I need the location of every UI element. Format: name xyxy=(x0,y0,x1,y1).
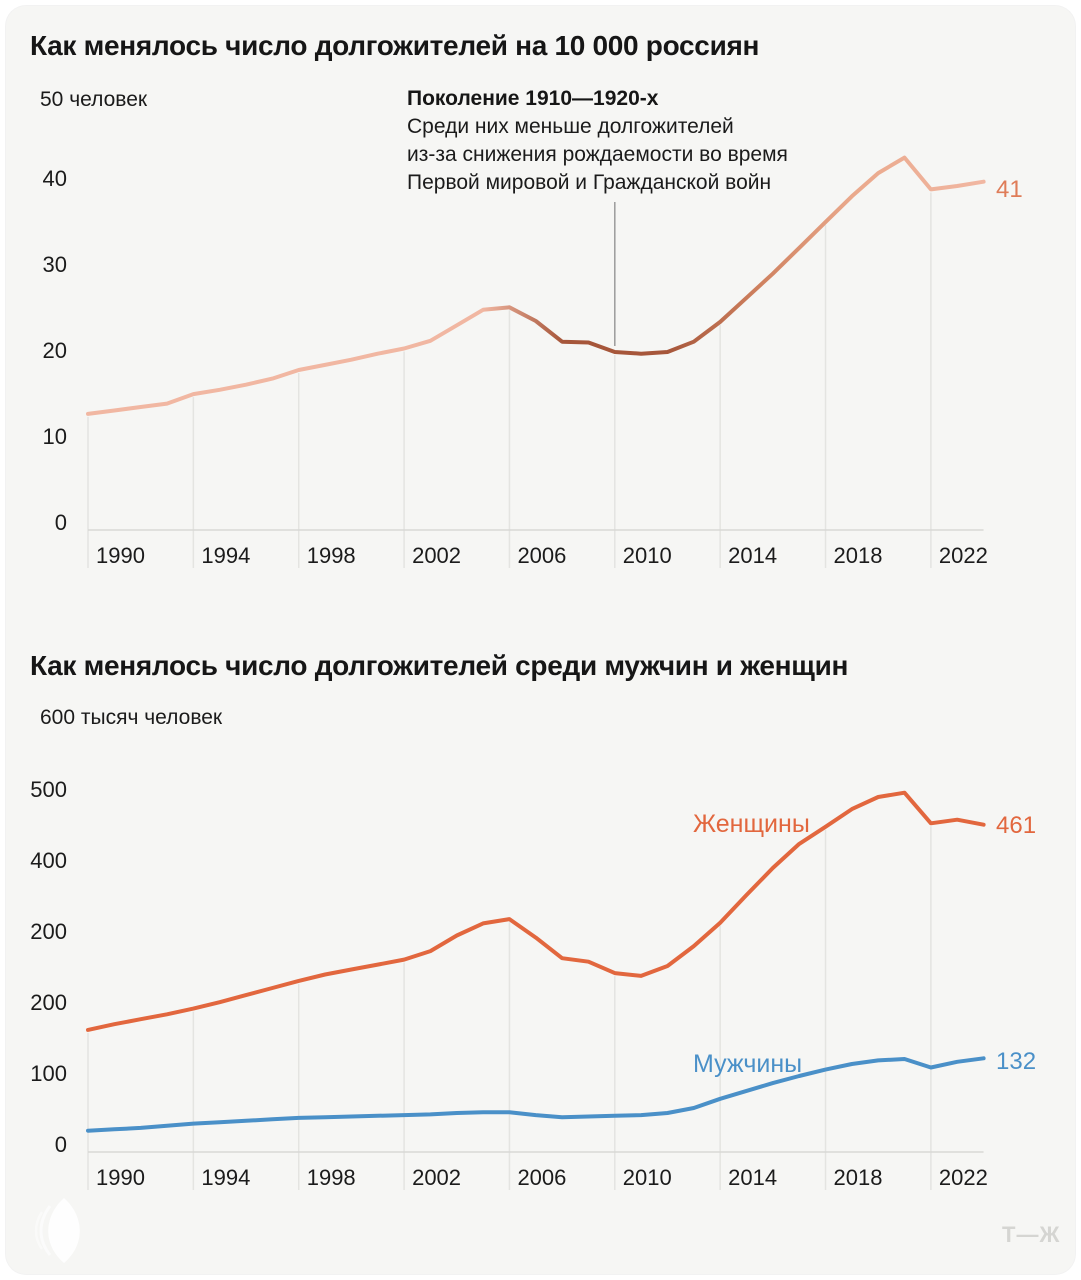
legend-men-label: Мужчины xyxy=(693,1050,803,1078)
x-axis-tick-label: 2002 xyxy=(412,1165,462,1190)
chart1-annotation-text-line: Среди них меньше долгожителей xyxy=(407,115,734,138)
chart1-annotation-text-line: Первой мировой и Гражданской войн xyxy=(407,171,772,194)
x-axis-tick-label: 2006 xyxy=(517,1165,567,1190)
x-axis-tick-label: 1994 xyxy=(201,1165,251,1190)
x-axis-tick-label: 2022 xyxy=(938,543,988,568)
chart1-end-value-label: 41 xyxy=(996,176,1023,203)
y-axis-tick-label: 200 xyxy=(30,990,67,1015)
x-axis-tick-label: 2010 xyxy=(622,1165,672,1190)
y-axis-tick-label: 0 xyxy=(54,1132,67,1157)
x-axis-tick-label: 2018 xyxy=(833,1165,883,1190)
x-axis-tick-label: 2002 xyxy=(412,543,462,568)
x-axis-tick-label: 1998 xyxy=(306,1165,356,1190)
y-axis-tick-label: 400 xyxy=(30,848,67,873)
x-axis-tick-label: 1990 xyxy=(96,543,145,568)
x-axis-tick-label: 2014 xyxy=(728,543,778,568)
legend-women-label: Женщины xyxy=(693,810,810,838)
chart2-title: Как менялось число долгожителей среди му… xyxy=(30,650,849,681)
y-axis-tick-label: 100 xyxy=(30,1061,67,1086)
x-axis-tick-label: 2018 xyxy=(833,543,883,568)
chart2-line-2 xyxy=(86,1056,986,1133)
x-axis-tick-label: 2010 xyxy=(622,543,672,568)
chart1-annotation-text-line: из-за снижения рождаемости во время xyxy=(407,143,788,166)
x-axis-tick-label: 1998 xyxy=(306,543,356,568)
chart2-women-end-value-label: 461 xyxy=(996,812,1037,839)
chart2-men-end-value-label: 132 xyxy=(996,1048,1037,1075)
chart2-y-axis-unit-label: 600 тысяч человек xyxy=(40,706,223,729)
chart1-annotation: Поколение 1910—1920-х Среди них меньше д… xyxy=(407,85,788,197)
infographic-card: Как менялось число долгожителей на 10 00… xyxy=(6,6,1075,1274)
y-axis-tick-label: 40 xyxy=(42,166,67,191)
y-axis-tick-label: 10 xyxy=(42,424,67,449)
y-axis-tick-label: 200 xyxy=(30,919,67,944)
chart1-annotation-title: Поколение 1910—1920-х xyxy=(407,87,659,110)
x-axis-tick-label: 2006 xyxy=(517,543,567,568)
y-axis-tick-label: 0 xyxy=(54,510,67,535)
watermark-icon xyxy=(34,1198,80,1263)
x-axis-tick-label: 2022 xyxy=(938,1165,988,1190)
x-axis-tick-label: 1990 xyxy=(96,1165,145,1190)
tj-logo: Т—Ж xyxy=(1002,1222,1061,1247)
y-axis-tick-label: 30 xyxy=(42,252,67,277)
y-axis-tick-label: 500 xyxy=(30,777,67,802)
chart1-y-axis-unit-label: 50 человек xyxy=(40,88,148,111)
chart2-line-1 xyxy=(86,790,986,1032)
y-axis-tick-label: 20 xyxy=(42,338,67,363)
chart1-title: Как менялось число долгожителей на 10 00… xyxy=(30,30,760,61)
x-axis-tick-label: 1994 xyxy=(201,543,251,568)
x-axis-tick-label: 2014 xyxy=(728,1165,778,1190)
